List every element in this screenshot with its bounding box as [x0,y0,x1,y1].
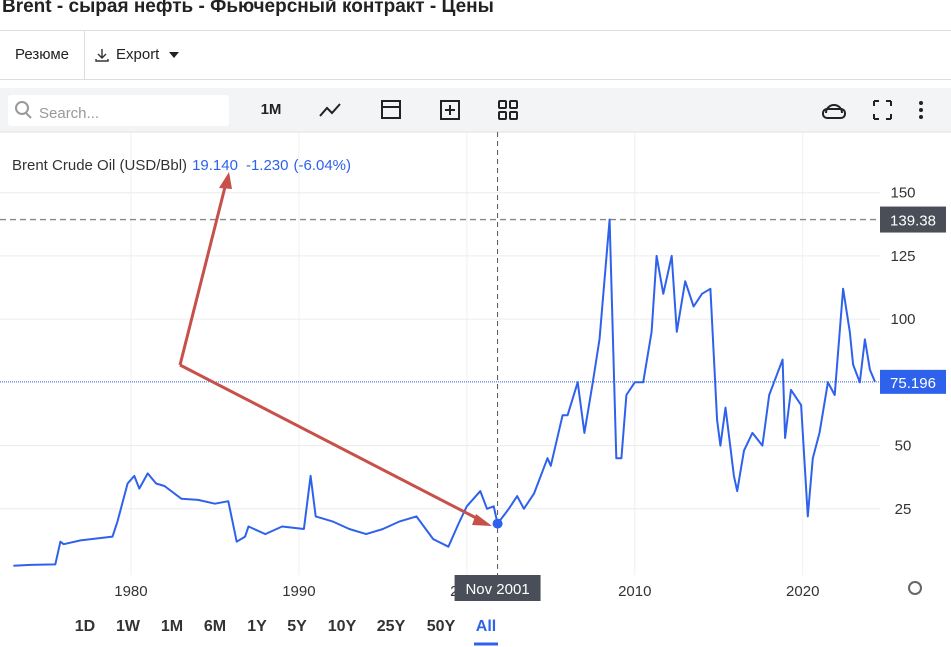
range-button[interactable]: 1D [75,618,95,635]
max-price-badge [880,206,946,233]
calendar-icon[interactable] [381,100,401,119]
hover-point [492,518,503,529]
plot-bg [0,132,880,575]
chart-panel: Search... 1M 255010012515019801990200020… [0,88,951,647]
legend-item: 19.140 [192,157,238,174]
range-button[interactable]: 50Y [427,618,456,635]
range-button[interactable]: 25Y [377,618,406,635]
y-tick-label: 100 [890,311,915,328]
y-tick-label: 25 [895,501,912,518]
add-icon[interactable] [440,100,460,120]
y-tick-label: 150 [890,185,915,202]
legend-item: (-6.04%) [294,157,352,174]
crosshair-badge [454,575,541,601]
x-tick-label: 1990 [282,583,315,600]
tab[interactable]: Export [116,46,160,63]
range-button[interactable]: 1M [161,618,183,635]
layout-icon[interactable] [498,100,518,120]
search-icon [25,112,32,119]
add-icon [445,105,455,115]
x-tick-label: 1980 [114,583,147,600]
x-tick-label: 2020 [786,583,819,600]
annotation-arrow [178,182,485,524]
range-button[interactable]: All [476,618,496,635]
y-tick-label: 125 [890,248,915,265]
arrow-head [472,514,492,526]
search-box[interactable] [8,95,229,126]
legend: Brent Crude Oil (USD/Bbl) 19.140 -1.230 (-6… [12,157,351,174]
cloud-icon [822,108,846,119]
plot: 255010012515019801990200020102020139.387… [0,132,946,601]
range-button[interactable]: 10Y [328,618,357,635]
tab[interactable]: Резюме [0,31,85,79]
range-button[interactable]: 6M [204,618,226,635]
caret [169,52,179,58]
max-price-label: 139.38 [890,213,936,230]
last-price-badge [880,369,946,394]
crosshair-date: Nov 2001 [465,581,529,598]
search-icon [15,101,29,115]
range-button[interactable]: 1W [116,618,141,635]
fullscreen-icon[interactable] [873,100,892,120]
x-tick-label: 2010 [618,583,651,600]
y-tick-label: 50 [895,438,912,455]
legend-item: -1.230 [246,157,289,174]
chart-type-icon[interactable] [319,103,341,117]
price-line [13,218,876,567]
legend-item: Brent Crude Oil (USD/Bbl) [12,157,187,174]
range-button[interactable]: 5Y [287,618,307,635]
download-icon [95,49,109,62]
tab-bar: Резюме Export [0,30,951,80]
arrow-head [219,172,232,189]
settings-icon[interactable] [908,581,922,595]
axis-bg [880,132,951,575]
interval-button[interactable]: 1M [261,101,282,118]
cloud-icon[interactable] [825,104,843,114]
range-button[interactable]: 1Y [247,618,267,635]
search-placeholder[interactable]: Search... [39,105,99,122]
more-icon[interactable] [919,101,923,119]
last-price-label: 75.196 [890,375,936,392]
page-title: Brent - сырая нефть - Фьючерсный контрак… [2,0,494,17]
